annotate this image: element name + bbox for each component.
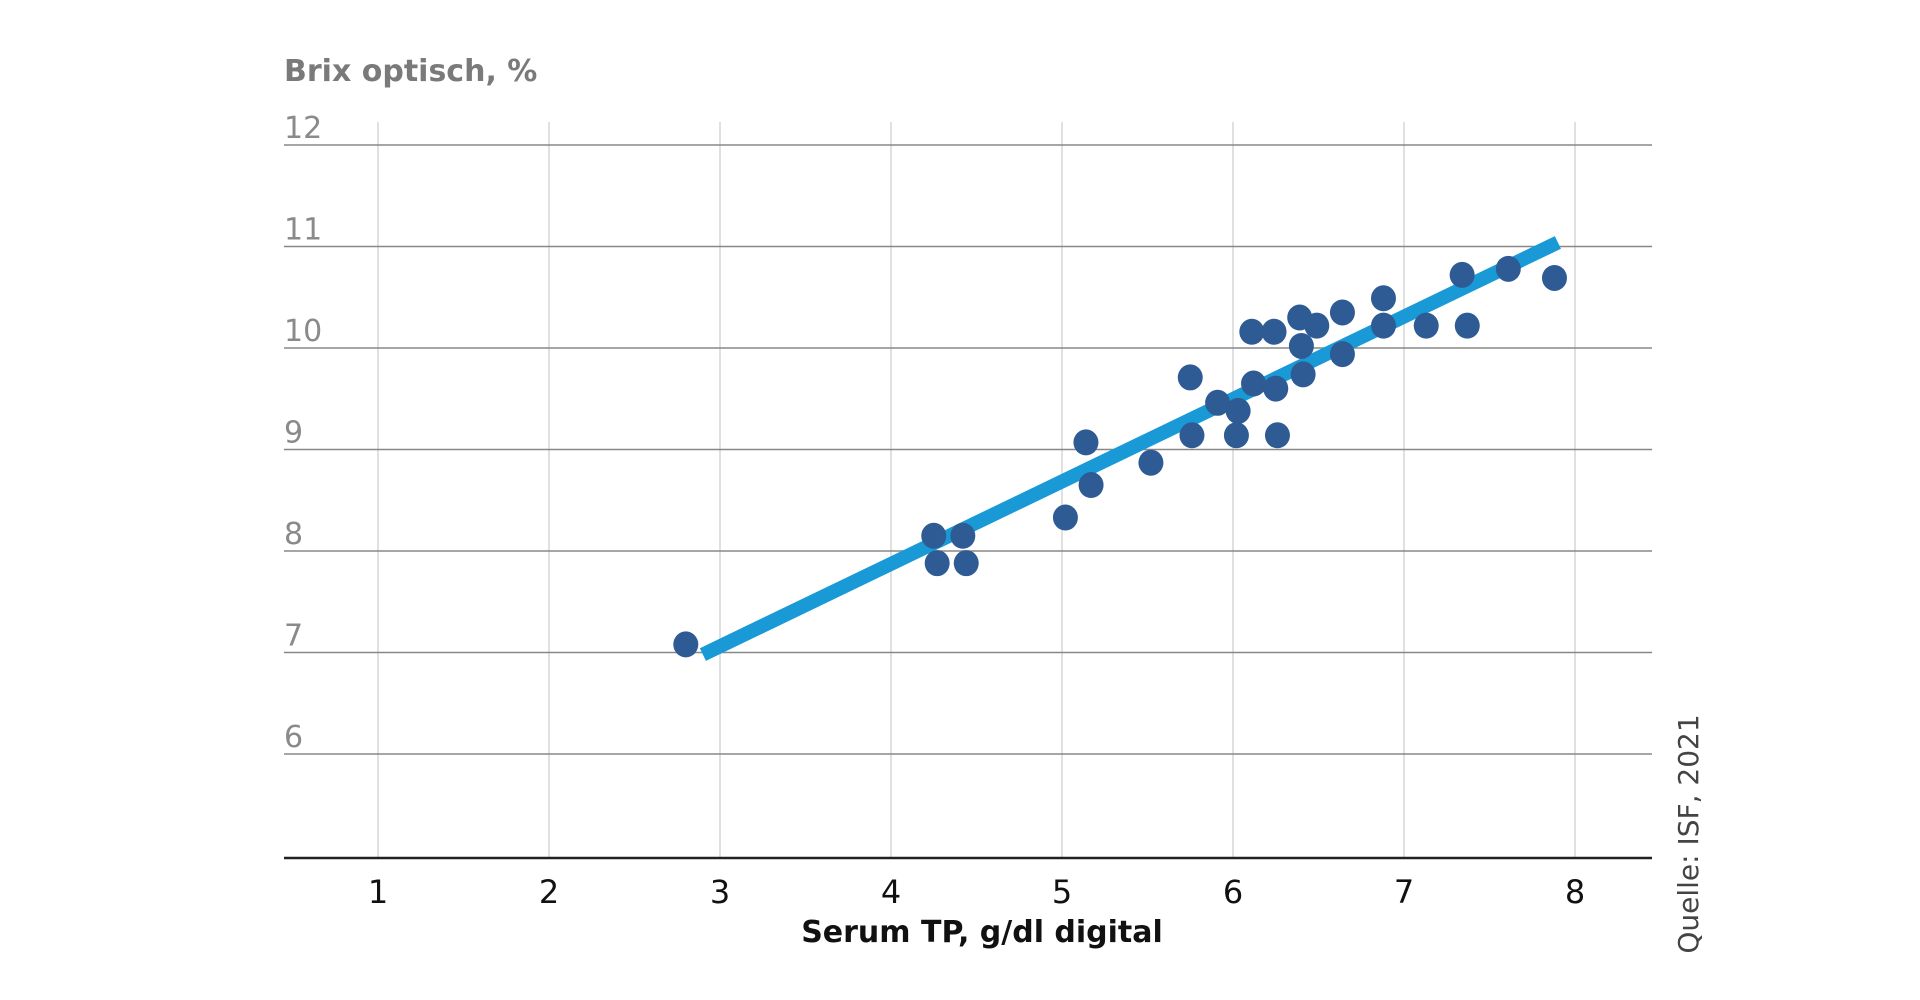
data-point-3 — [924, 550, 950, 577]
y-tick-label-6: 6 — [284, 720, 303, 755]
data-point-1 — [673, 631, 699, 658]
x-tick-label-5: 5 — [1052, 873, 1072, 911]
data-point-29 — [1449, 261, 1475, 288]
data-point-16 — [1241, 370, 1267, 397]
data-point-11 — [1179, 422, 1205, 449]
data-point-8 — [1078, 472, 1104, 499]
data-point-15 — [1239, 318, 1265, 345]
data-point-22 — [1290, 361, 1316, 388]
data-point-13 — [1223, 422, 1249, 449]
x-tick-label-1: 1 — [368, 873, 388, 911]
data-point-28 — [1413, 312, 1439, 339]
data-point-12 — [1205, 389, 1231, 416]
data-point-18 — [1263, 375, 1289, 402]
data-point-2 — [921, 522, 947, 549]
y-axis-label: Brix optisch, % — [284, 54, 537, 89]
data-point-26 — [1370, 285, 1396, 312]
data-point-21 — [1288, 332, 1314, 359]
data-point-10 — [1177, 364, 1203, 391]
vertical-gridlines — [377, 122, 1576, 858]
x-axis-label: Serum TP, g/dl digital — [801, 915, 1163, 950]
source-note: Quelle: ISF, 2021 — [1672, 714, 1705, 953]
trendline — [699, 236, 1561, 661]
y-tick-label-10: 10 — [284, 314, 322, 349]
x-tick-label-7: 7 — [1394, 873, 1414, 911]
y-tick-label-7: 7 — [284, 619, 303, 654]
data-point-31 — [1495, 255, 1521, 282]
data-point-19 — [1264, 422, 1290, 449]
y-tick-label-11: 11 — [284, 213, 322, 248]
data-point-6 — [1052, 504, 1078, 531]
data-point-32 — [1541, 264, 1567, 291]
data-point-27 — [1370, 312, 1396, 339]
data-point-5 — [953, 550, 979, 577]
data-point-25 — [1329, 341, 1355, 368]
y-tick-labels: 6 7 8 9 10 11 12 — [284, 111, 322, 755]
x-tick-label-2: 2 — [539, 873, 559, 911]
x-tick-label-8: 8 — [1565, 873, 1585, 911]
data-point-24 — [1329, 299, 1355, 326]
horizontal-gridlines — [284, 144, 1652, 755]
data-point-7 — [1073, 429, 1099, 456]
y-tick-label-8: 8 — [284, 517, 303, 552]
x-tick-labels: 1 2 3 4 5 6 7 8 — [368, 873, 1585, 911]
y-tick-label-12: 12 — [284, 111, 322, 146]
data-point-30 — [1454, 312, 1480, 339]
y-tick-label-9: 9 — [284, 416, 303, 451]
data-point-14 — [1225, 397, 1251, 424]
x-tick-label-4: 4 — [881, 873, 901, 911]
data-point-23 — [1304, 312, 1330, 339]
x-tick-label-3: 3 — [710, 873, 730, 911]
data-point-4 — [950, 522, 976, 549]
data-point-9 — [1138, 449, 1164, 476]
x-tick-label-6: 6 — [1223, 873, 1243, 911]
data-points — [673, 255, 1567, 658]
data-point-17 — [1261, 318, 1287, 345]
